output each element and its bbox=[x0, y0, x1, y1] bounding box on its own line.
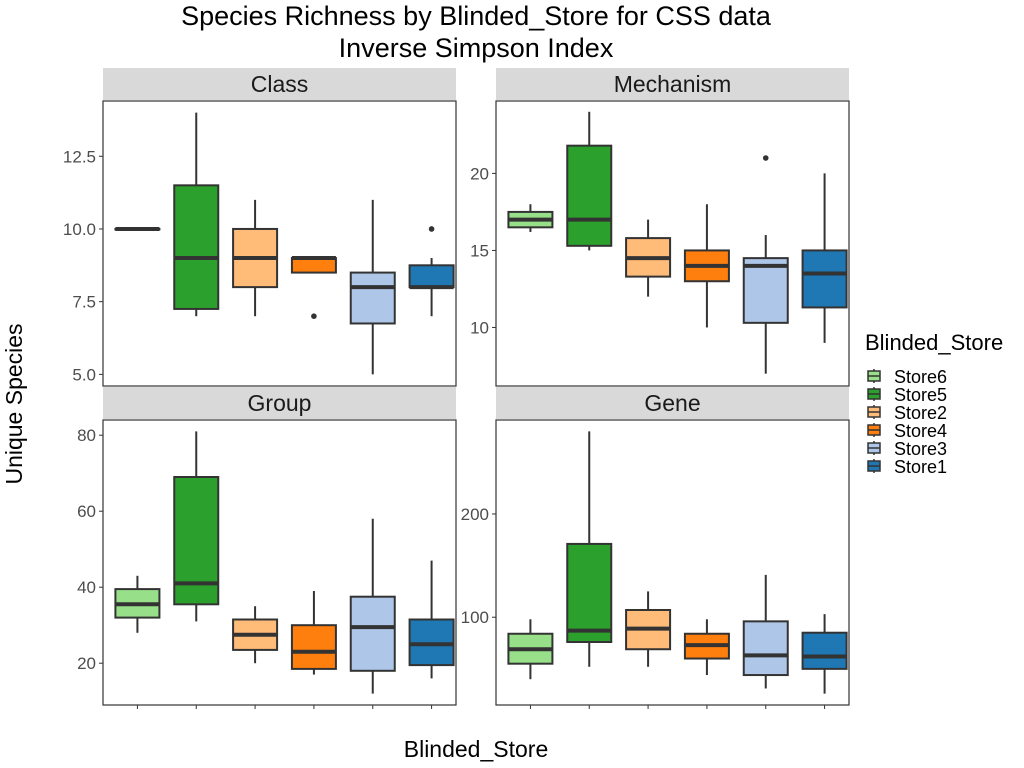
box-gene-store1 bbox=[801, 614, 848, 694]
box-class-store4 bbox=[290, 256, 337, 320]
box-iqr bbox=[290, 624, 337, 670]
chart-title: Species Richness by Blinded_Store for CS… bbox=[181, 1, 772, 31]
legend-label: Store3 bbox=[894, 439, 947, 459]
legend-item-store5: Store5 bbox=[867, 385, 947, 405]
facet-label-class: Class bbox=[251, 71, 309, 97]
box-gene-store5 bbox=[566, 431, 613, 667]
y-tick-label: 20 bbox=[77, 654, 96, 673]
legend-item-store2: Store2 bbox=[867, 403, 947, 423]
box-iqr bbox=[173, 184, 220, 310]
x-axis-title: Blinded_Store bbox=[404, 736, 549, 762]
box-class-store5 bbox=[173, 112, 220, 317]
facet-class: Class 5.0 7.5 10.0 12.5 bbox=[63, 68, 457, 387]
legend-title: Blinded_Store bbox=[865, 330, 1003, 355]
facet-gene: Gene 100 200 bbox=[461, 387, 850, 709]
box-gene-store3 bbox=[742, 574, 789, 689]
y-tick-label: 200 bbox=[461, 505, 489, 524]
outlier-point bbox=[762, 155, 769, 161]
facet-group: Group 20 40 60 80 bbox=[77, 387, 457, 709]
facet-mechanism: Mechanism 10 15 20 bbox=[470, 68, 850, 387]
legend-item-store6: Store6 bbox=[867, 367, 947, 387]
box-mechanism-store1 bbox=[801, 173, 848, 343]
outlier-point bbox=[428, 226, 435, 232]
box-group-store6 bbox=[114, 575, 161, 633]
legend-label: Store1 bbox=[894, 457, 947, 477]
box-iqr bbox=[801, 631, 848, 670]
y-tick-label: 10 bbox=[470, 318, 489, 337]
y-tick-label: 5.0 bbox=[72, 365, 96, 384]
facet-strip-group bbox=[103, 387, 456, 419]
box-group-store3 bbox=[349, 518, 396, 694]
box-group-store2 bbox=[232, 606, 279, 664]
box-gene-store6 bbox=[507, 619, 554, 680]
box-group-store5 bbox=[173, 431, 220, 622]
y-axis-title: Unique Species bbox=[1, 323, 27, 484]
box-iqr bbox=[566, 144, 613, 247]
facet-label-gene: Gene bbox=[644, 390, 700, 416]
legend-item-store4: Store4 bbox=[867, 421, 947, 441]
box-class-store6 bbox=[114, 226, 161, 231]
panel-border bbox=[102, 100, 457, 387]
panel-border bbox=[495, 100, 850, 387]
facet-strip-gene bbox=[496, 387, 849, 419]
box-group-store4 bbox=[290, 591, 337, 675]
facet-label-mechanism: Mechanism bbox=[614, 71, 732, 97]
box-mechanism-store4 bbox=[683, 204, 730, 328]
facet-panels: Class 5.0 7.5 10.0 12.5 Mechanism 10 15 20 Group 2… bbox=[63, 68, 850, 709]
panel-border bbox=[102, 419, 457, 706]
y-tick-label: 60 bbox=[77, 502, 96, 521]
chart-subtitle: Inverse Simpson Index bbox=[339, 33, 614, 63]
y-tick-label: 100 bbox=[461, 608, 489, 627]
box-class-store3 bbox=[349, 199, 396, 375]
legend-label: Store5 bbox=[894, 385, 947, 405]
box-iqr bbox=[742, 257, 789, 324]
y-tick-label: 10.0 bbox=[63, 220, 96, 239]
y-tick-label: 40 bbox=[77, 578, 96, 597]
legend: Blinded_Store Store6Store5Store2Store4St… bbox=[865, 330, 1003, 477]
box-group-store1 bbox=[408, 560, 455, 679]
facet-strip-class bbox=[103, 68, 456, 100]
outlier-point bbox=[311, 313, 317, 320]
box-gene-store4 bbox=[683, 619, 730, 676]
legend-label: Store4 bbox=[894, 421, 947, 441]
box-iqr bbox=[349, 271, 396, 325]
box-mechanism-store6 bbox=[507, 204, 554, 232]
y-tick-label: 20 bbox=[470, 164, 489, 183]
legend-item-store1: Store1 bbox=[867, 457, 947, 477]
y-tick-label: 12.5 bbox=[63, 147, 96, 166]
box-mechanism-store3 bbox=[742, 155, 789, 374]
box-mechanism-store5 bbox=[566, 111, 613, 251]
y-tick-label: 80 bbox=[77, 426, 96, 445]
y-tick-label: 7.5 bbox=[72, 293, 96, 312]
box-class-store2 bbox=[232, 199, 279, 317]
legend-item-store3: Store3 bbox=[867, 439, 947, 459]
box-gene-store2 bbox=[625, 591, 672, 667]
facet-strip-mechanism bbox=[496, 68, 849, 100]
legend-label: Store2 bbox=[894, 403, 947, 423]
y-tick-label: 15 bbox=[470, 241, 489, 260]
box-iqr bbox=[801, 249, 848, 309]
panel-border bbox=[495, 419, 850, 706]
facet-label-group: Group bbox=[248, 390, 312, 416]
box-iqr bbox=[566, 542, 613, 644]
box-class-store1 bbox=[408, 226, 455, 317]
box-iqr bbox=[290, 257, 337, 274]
box-mechanism-store2 bbox=[625, 219, 672, 297]
box-iqr bbox=[349, 595, 396, 672]
legend-label: Store6 bbox=[894, 367, 947, 387]
box-iqr bbox=[742, 620, 789, 677]
box-iqr bbox=[408, 264, 455, 289]
